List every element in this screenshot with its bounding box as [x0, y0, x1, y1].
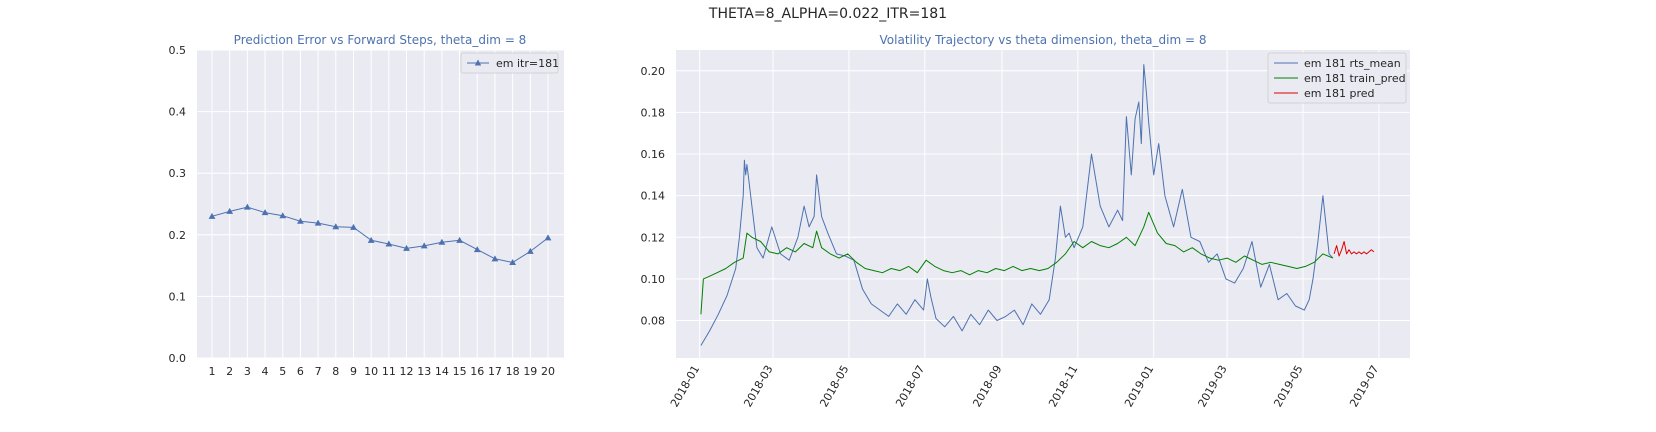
x-tick-label: 14 [435, 365, 449, 378]
x-tick-label: 9 [350, 365, 357, 378]
x-tick-label: 1 [209, 365, 216, 378]
legend-box [460, 52, 559, 74]
x-tick-label: 18 [506, 365, 520, 378]
data-point-marker [385, 240, 393, 247]
legend-marker-triangle [474, 59, 482, 66]
x-tick-label: 17 [488, 365, 502, 378]
x-tick-label: 19 [523, 365, 537, 378]
legend-label: em itr=181 [496, 57, 559, 70]
y-tick-label: 0.2 [169, 229, 187, 242]
data-point-marker [420, 242, 428, 249]
x-tick-label: 7 [315, 365, 322, 378]
data-point-marker [526, 247, 534, 254]
data-point-marker [509, 259, 517, 266]
data-point-marker [243, 203, 251, 210]
series-line [211, 206, 549, 264]
y-tick-label: 0.3 [169, 167, 187, 180]
x-tick-label: 5 [279, 365, 286, 378]
x-tick-label: 11 [382, 365, 396, 378]
data-point-marker [332, 223, 340, 230]
legend: em itr=181 [460, 52, 559, 74]
data-point-marker [367, 236, 375, 243]
x-tick-label: 3 [244, 365, 251, 378]
data-point-marker [491, 255, 499, 262]
x-tick-label: 8 [332, 365, 339, 378]
x-tick-label: 20 [541, 365, 555, 378]
data-point-marker [350, 223, 357, 230]
x-tick-label: 16 [470, 365, 484, 378]
data-point-marker [473, 246, 481, 253]
x-tick-label: 2 [226, 365, 233, 378]
data-point-marker [403, 244, 410, 251]
data-point-marker [208, 212, 216, 219]
x-tick-label: 15 [453, 365, 467, 378]
data-point-marker [279, 212, 287, 219]
data-point-marker [314, 219, 322, 226]
plot-area [197, 50, 564, 358]
data-point-marker [544, 234, 552, 241]
data-point-marker [456, 236, 463, 243]
x-tick-label: 12 [400, 365, 414, 378]
y-tick-label: 0.4 [169, 106, 187, 119]
x-tick-label: 13 [417, 365, 431, 378]
data-point-marker [438, 238, 446, 245]
data-point-marker [261, 209, 269, 216]
y-tick-label: 0.1 [169, 290, 187, 303]
y-tick-label: 0.5 [169, 44, 187, 57]
x-tick-label: 4 [262, 365, 269, 378]
x-tick-label: 6 [297, 365, 304, 378]
figure-title: THETA=8_ALPHA=0.022_ITR=181 [708, 6, 948, 22]
y-tick-label: 0.0 [169, 352, 187, 365]
chart-title: Prediction Error vs Forward Steps, theta… [234, 33, 527, 47]
data-point-marker [226, 207, 234, 214]
x-tick-label: 10 [364, 365, 378, 378]
data-point-marker [297, 217, 304, 224]
